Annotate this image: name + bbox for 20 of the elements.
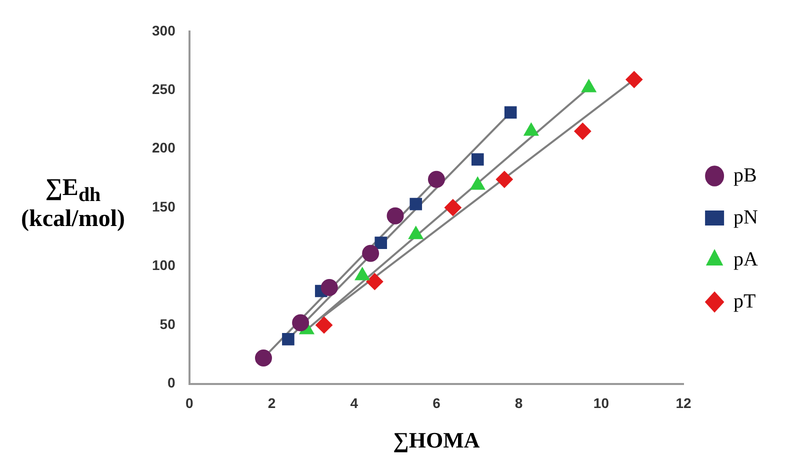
legend-label: pT	[734, 290, 756, 312]
y-axis-title: ∑E$_{dh}$ (kcal/mol)	[20, 174, 126, 234]
x-tick-label: 0	[185, 395, 194, 412]
y-tick-label: 0	[168, 374, 176, 391]
x-tick-label: 4	[350, 395, 358, 412]
x-tick-label: 2	[268, 395, 276, 412]
legend-label: pA	[734, 248, 759, 270]
y-tick-label: 100	[152, 257, 176, 274]
x-tick-label: 12	[676, 395, 692, 412]
y-tick-label: 50	[160, 316, 176, 332]
y-tick-label: 200	[152, 140, 176, 156]
y-tick-label: 250	[152, 80, 176, 97]
x-tick-label: 8	[514, 395, 523, 412]
y-tick-label: 150	[152, 198, 176, 214]
x-axis-title: ∑HOMA	[393, 427, 480, 452]
x-tick-label: 10	[593, 395, 610, 412]
legend-label: pB	[734, 164, 757, 186]
y-tick-label: 300	[152, 22, 176, 38]
legend-label: pN	[734, 206, 758, 228]
x-tick-label: 6	[432, 395, 441, 412]
